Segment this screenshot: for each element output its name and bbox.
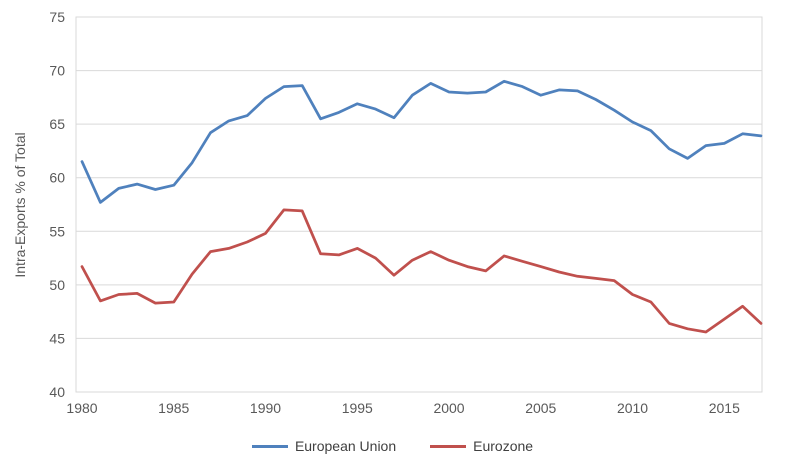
- legend-label-european-union: European Union: [294, 438, 397, 454]
- y-tick-label-75: 75: [49, 9, 65, 25]
- x-tick-label-2015: 2015: [709, 400, 740, 416]
- y-tick-label-60: 60: [49, 170, 65, 186]
- y-tick-label-55: 55: [49, 223, 65, 239]
- legend-label-eurozone: Eurozone: [473, 438, 534, 454]
- series-line-european-union: [80, 79, 763, 204]
- series-line-eurozone: [80, 208, 763, 334]
- x-tick-label-1980: 1980: [66, 400, 97, 416]
- legend-line-swatch-european-union: [251, 444, 288, 448]
- legend-item-european-union: European Union: [251, 438, 397, 454]
- y-tick-label-65: 65: [49, 116, 65, 132]
- y-tick-label-40: 40: [49, 384, 65, 400]
- x-tick-label-1995: 1995: [342, 400, 373, 416]
- legend-line-swatch-eurozone: [430, 444, 467, 448]
- x-tick-label-1990: 1990: [250, 400, 281, 416]
- plot-border: [75, 16, 763, 393]
- x-tick-label-2000: 2000: [433, 400, 464, 416]
- legend-item-eurozone: Eurozone: [430, 438, 533, 454]
- y-tick-label-70: 70: [49, 63, 65, 79]
- x-tick-label-1985: 1985: [158, 400, 189, 416]
- legend: European Union Eurozone: [0, 432, 785, 460]
- x-tick-label-2005: 2005: [525, 400, 556, 416]
- y-tick-label-50: 50: [49, 277, 65, 293]
- plot-area: 40 45 50 55 60 65 70 75 1980 1985 1990 1995 2000 2005…: [49, 9, 763, 416]
- y-tick-label-45: 45: [49, 330, 65, 346]
- x-tick-label-2010: 2010: [617, 400, 648, 416]
